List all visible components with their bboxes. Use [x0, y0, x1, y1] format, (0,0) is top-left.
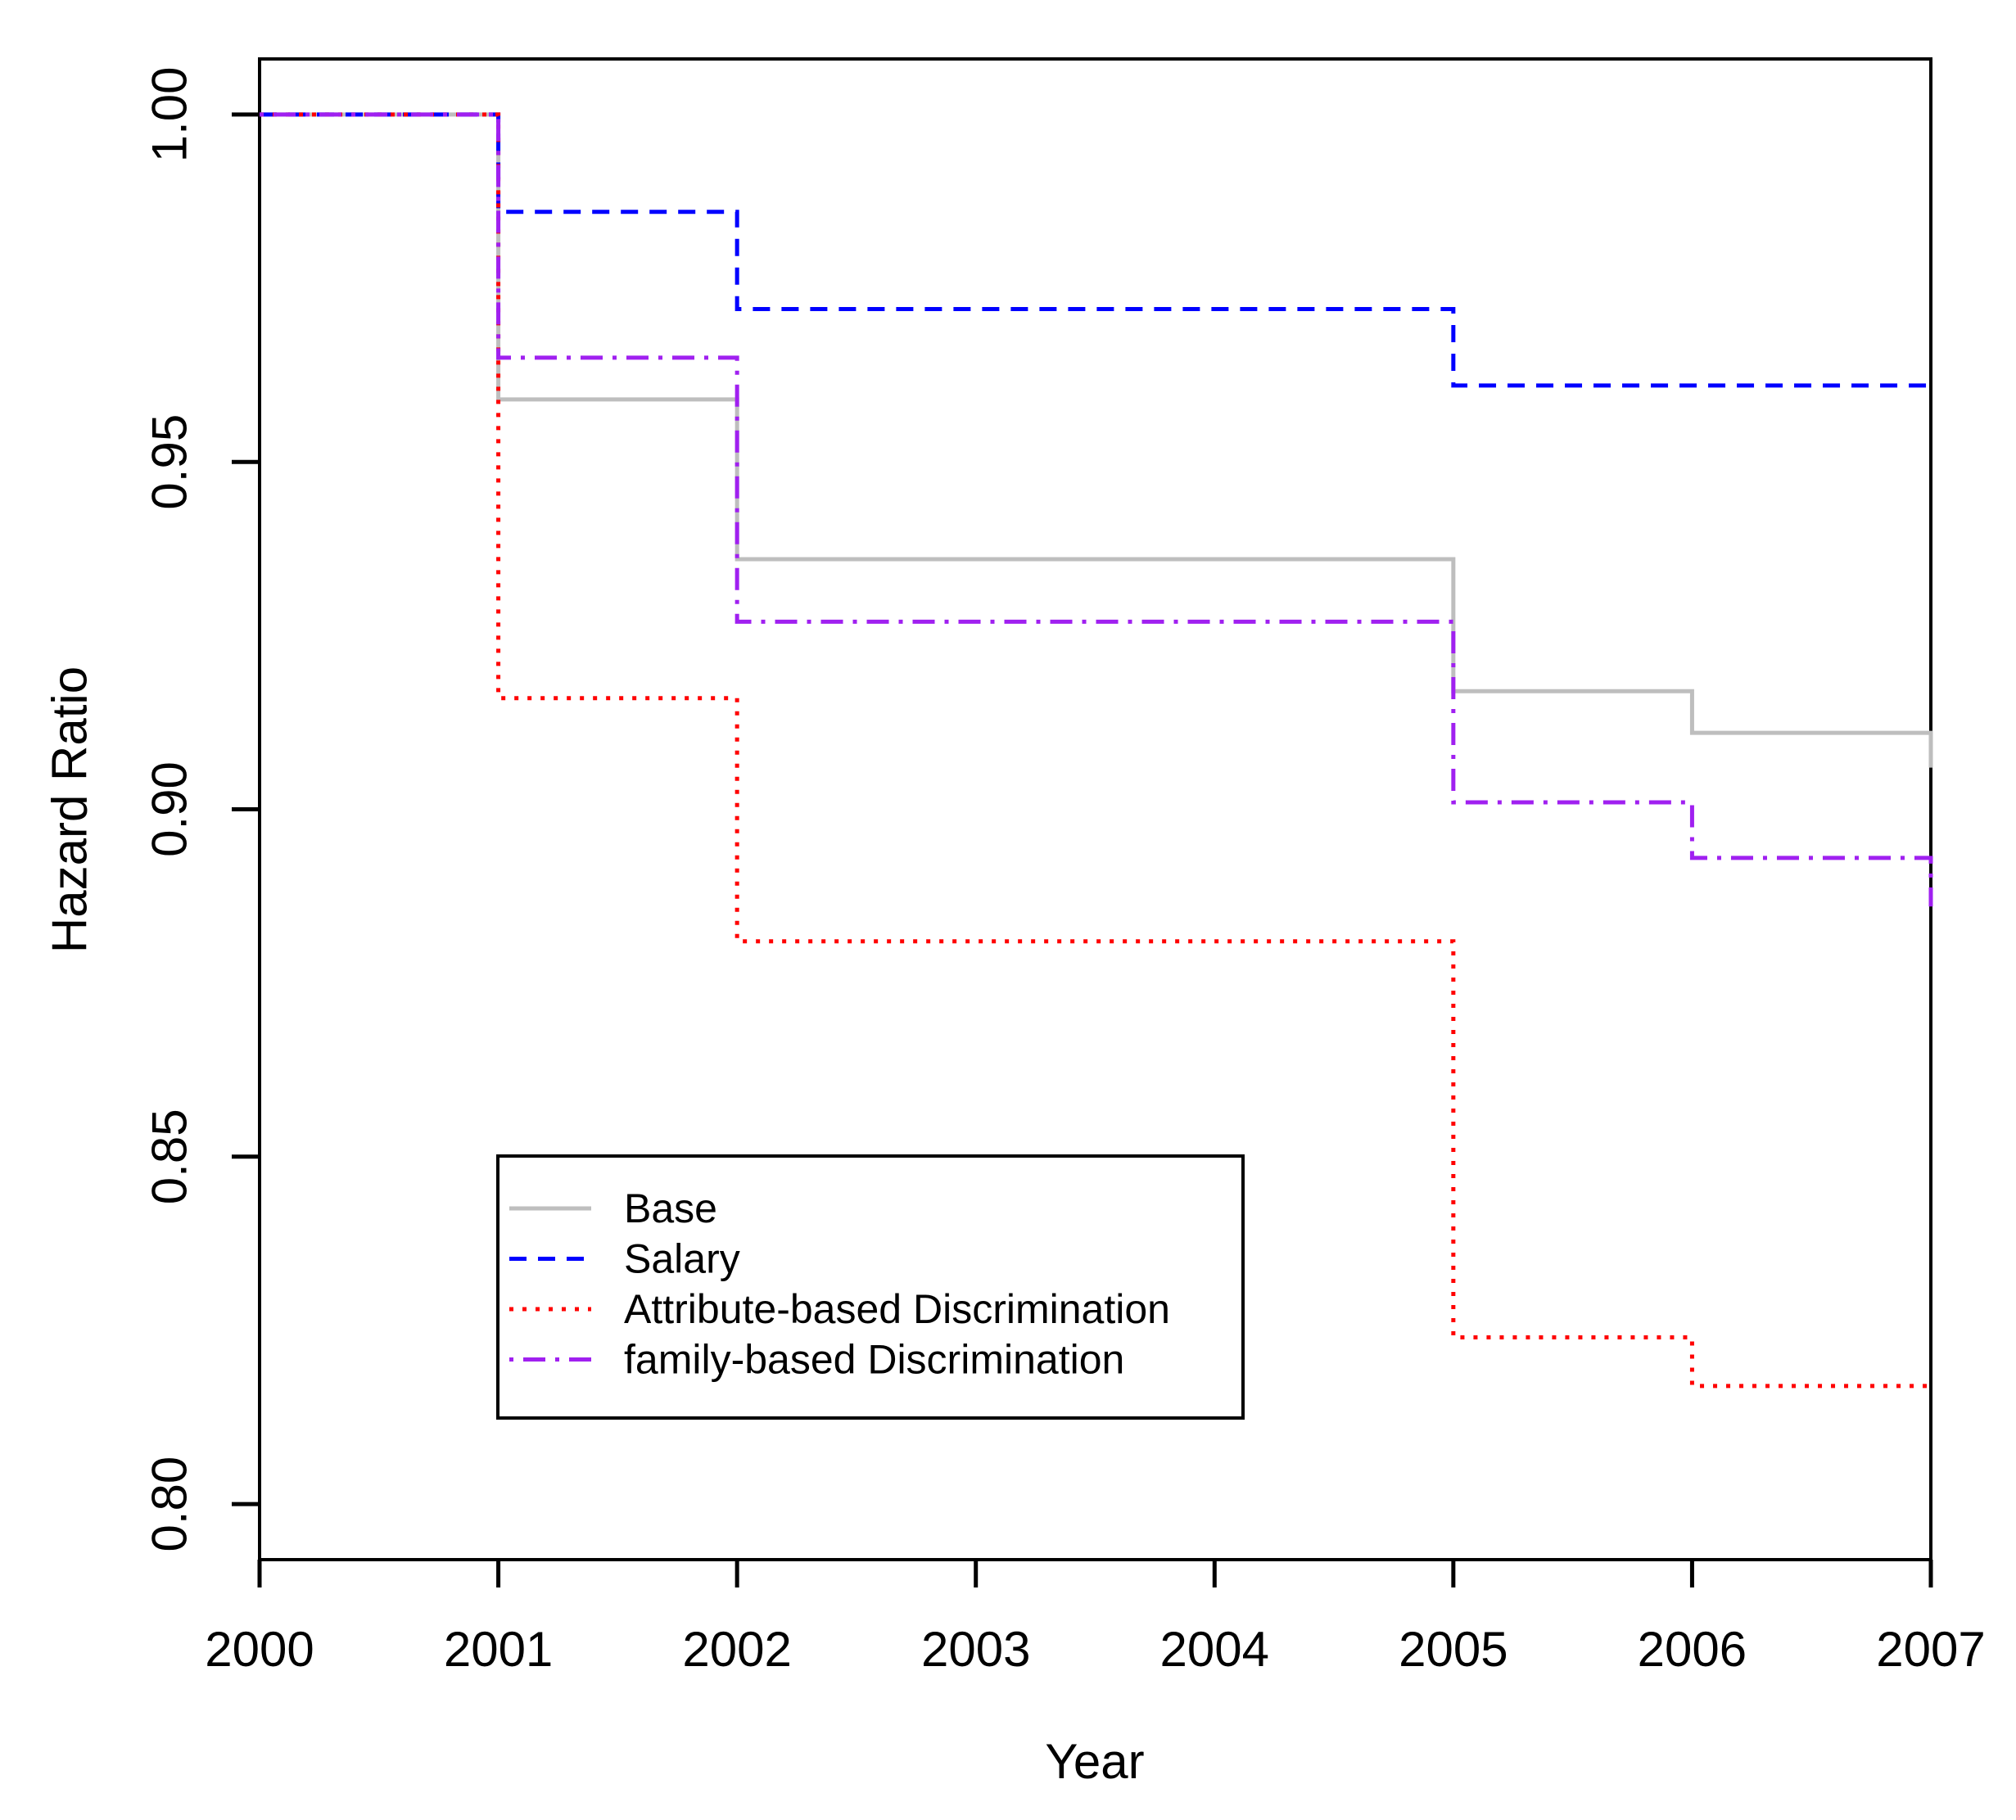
legend-border: [496, 1154, 1245, 1420]
series-salary: [260, 112, 1931, 388]
x-axis-title: Year: [1045, 1734, 1144, 1789]
legend-item-salary: Salary: [509, 1236, 740, 1282]
legend-label: family-based Discrimination: [624, 1337, 1124, 1383]
x-tick-label: 2006: [1638, 1622, 1747, 1677]
series-lines: [260, 112, 1933, 1389]
series-family-based-discrimination: [260, 112, 1933, 907]
legend-label: Attribute-based Discrimination: [624, 1286, 1170, 1332]
legend-item-base: Base: [509, 1185, 717, 1231]
y-tick-label: 0.80: [142, 1456, 197, 1552]
legend-label: Base: [624, 1185, 717, 1231]
x-tick-label: 2004: [1160, 1622, 1269, 1677]
x-tick-label: 2007: [1876, 1622, 1985, 1677]
legend-label: Salary: [624, 1236, 740, 1282]
y-tick-label: 1.00: [142, 66, 197, 162]
x-tick-label: 2000: [205, 1622, 314, 1677]
y-tick-label: 0.85: [142, 1109, 197, 1204]
x-tick-label: 2003: [921, 1622, 1030, 1677]
x-tick-label: 2001: [444, 1622, 553, 1677]
y-tick-label: 0.90: [142, 761, 197, 857]
y-axis-title: Hazard Ratio: [43, 666, 97, 953]
legend-item-attribute-based-discrimination: Attribute-based Discrimination: [509, 1286, 1170, 1332]
x-tick-label: 2002: [682, 1622, 791, 1677]
y-tick-label: 0.95: [142, 414, 197, 510]
x-tick-label: 2005: [1399, 1622, 1507, 1677]
legend-item-family-based-discrimination: family-based Discrimination: [509, 1337, 1124, 1383]
